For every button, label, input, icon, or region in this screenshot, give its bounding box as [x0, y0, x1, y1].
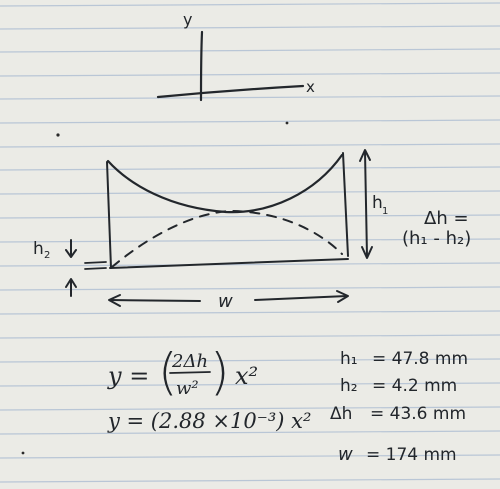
- measurement-value: = 174 mm: [366, 445, 457, 465]
- delta-h-definition: (h₁ - h₂): [402, 228, 471, 249]
- left-wall: [106, 161, 112, 269]
- h1-subscript: 1: [382, 206, 388, 217]
- container-diagram: h 1 h 2 w Δh = (h₁ - h₂): [33, 149, 471, 312]
- eq1-lhs: y =: [107, 362, 149, 390]
- eq1-right-paren: ): [210, 343, 230, 401]
- h2-tick-lines: [84, 261, 107, 270]
- eq1-numerator: 2Δh: [171, 351, 208, 372]
- measurement-value: = 47.8 mm: [372, 349, 468, 369]
- measurement-value: = 43.6 mm: [370, 404, 466, 424]
- measurement-label: h₂: [340, 376, 358, 396]
- coordinate-axes: y x: [156, 10, 315, 102]
- measurement-list: h₁ = 47.8 mm h₂ = 4.2 mm Δh = 43.6 mm w …: [330, 349, 468, 465]
- eq1-fraction-bar: [169, 371, 211, 374]
- eq1-denominator: w²: [176, 378, 199, 399]
- container-bottom: [109, 258, 349, 269]
- dashed-parabola: [111, 210, 343, 268]
- eq2: y = (2.88 ×10⁻³) x²: [107, 409, 311, 433]
- h2-subscript: 2: [44, 250, 50, 261]
- y-axis-label: y: [183, 10, 192, 29]
- h2-down-arrow: [65, 239, 77, 258]
- measurement-value: = 4.2 mm: [372, 376, 457, 396]
- y-axis-line: [199, 30, 204, 102]
- w-dimension-arrow: [108, 290, 349, 307]
- equations: y = ( 2Δh w² ) x² y = (2.88 ×10⁻³) x²: [107, 343, 311, 433]
- measurement-label: w: [338, 444, 353, 465]
- h2-label: h: [33, 239, 44, 259]
- right-wall: [342, 152, 349, 257]
- h2-up-arrow: [65, 278, 77, 297]
- x-axis-line: [156, 84, 305, 99]
- measurement-label: h₁: [340, 349, 358, 369]
- eq1-left-paren: (: [158, 343, 178, 401]
- h1-label: h: [372, 193, 383, 213]
- h1-dimension-arrow: [359, 149, 373, 259]
- eq1-rhs: x²: [235, 362, 258, 390]
- delta-h-label: Δh =: [424, 208, 469, 229]
- stray-dots: [21, 121, 289, 455]
- w-label: w: [218, 291, 233, 312]
- measurement-label: Δh: [330, 404, 352, 424]
- x-axis-label: x: [306, 78, 315, 96]
